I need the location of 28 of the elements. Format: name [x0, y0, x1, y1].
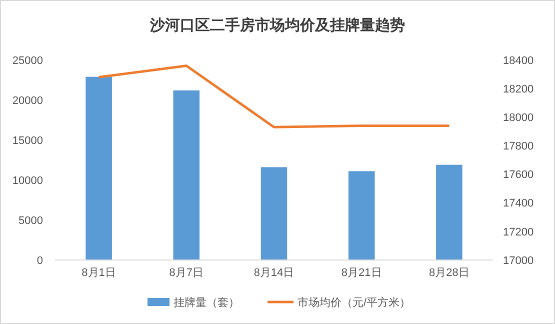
x-tick-label: 8月21日: [341, 267, 382, 279]
y2-tick-label: 18200: [503, 83, 534, 96]
bar: [86, 76, 112, 260]
bar: [436, 164, 462, 260]
y2-tick-label: 17000: [503, 254, 534, 267]
y2-tick-label: 18000: [503, 112, 534, 124]
y-tick-label: 5000: [18, 214, 43, 227]
x-tick-label: 8月28日: [429, 267, 470, 279]
x-tick-label: 8月1日: [82, 267, 116, 279]
y2-tick-label: 17200: [503, 226, 534, 238]
y-tick-label: 0: [36, 254, 43, 267]
y-tick-label: 20000: [12, 94, 43, 107]
y-tick-label: 10000: [12, 174, 43, 187]
y-tick-label: 25000: [12, 54, 43, 67]
legend-label: 市场均价（元/平方米）: [298, 296, 411, 309]
line-series: [98, 64, 450, 128]
y2-tick-label: 18400: [503, 54, 534, 67]
chart-title: 沙河口区二手房市场均价及挂牌量趋势: [149, 16, 405, 34]
y2-tick-label: 17800: [503, 140, 534, 153]
legend-label: 挂牌量（套）: [174, 296, 240, 309]
x-tick-label: 8月7日: [169, 267, 204, 279]
bar: [260, 167, 288, 260]
y2-tick-label: 17400: [503, 198, 534, 210]
bar: [173, 90, 200, 260]
x-tick-label: 8月14日: [254, 267, 294, 279]
bar: [348, 171, 375, 260]
y-tick-label: 15000: [12, 134, 43, 147]
y2-tick-label: 17600: [503, 169, 534, 182]
